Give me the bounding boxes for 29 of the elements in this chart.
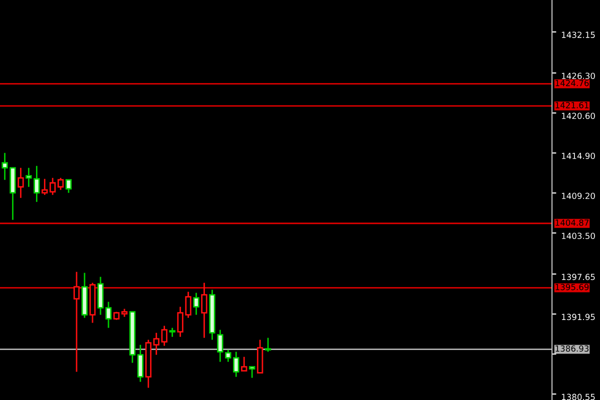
y-tick-label: 1409.20 <box>562 192 595 200</box>
y-tick-label: 1380.55 <box>562 394 595 400</box>
candlestick <box>105 301 112 329</box>
candlestick <box>233 351 240 378</box>
ref-line-label: 1395.69 <box>556 284 589 290</box>
ref-line-label: 1386.93 <box>556 345 589 352</box>
candlestick <box>225 349 232 363</box>
y-tick-label: 1414.90 <box>562 152 595 160</box>
ref-line-label: 1404.87 <box>556 219 589 226</box>
candlestick <box>248 366 256 379</box>
candlestick <box>97 276 104 316</box>
y-tick-label: 1426.30 <box>562 72 595 80</box>
y-tick-label: 1403.50 <box>562 232 595 240</box>
candlestick <box>58 177 64 191</box>
candlestick <box>241 356 248 372</box>
candlestick <box>264 337 272 352</box>
candlestick <box>137 344 144 383</box>
ref-line-label: 1424.76 <box>556 80 589 86</box>
y-tick-label: 1397.65 <box>562 274 595 280</box>
y-tick-label: 1420.60 <box>562 112 595 120</box>
candlestick <box>201 282 208 339</box>
candlestick <box>66 179 72 194</box>
ref-line-label: 1421.61 <box>556 102 588 108</box>
y-tick-label: 1391.95 <box>562 314 595 320</box>
y-tick-label: 1432.15 <box>562 32 595 38</box>
candlestick <box>193 292 200 316</box>
candlestick <box>73 271 80 372</box>
candlestick <box>217 329 224 363</box>
candlestick <box>18 167 24 199</box>
